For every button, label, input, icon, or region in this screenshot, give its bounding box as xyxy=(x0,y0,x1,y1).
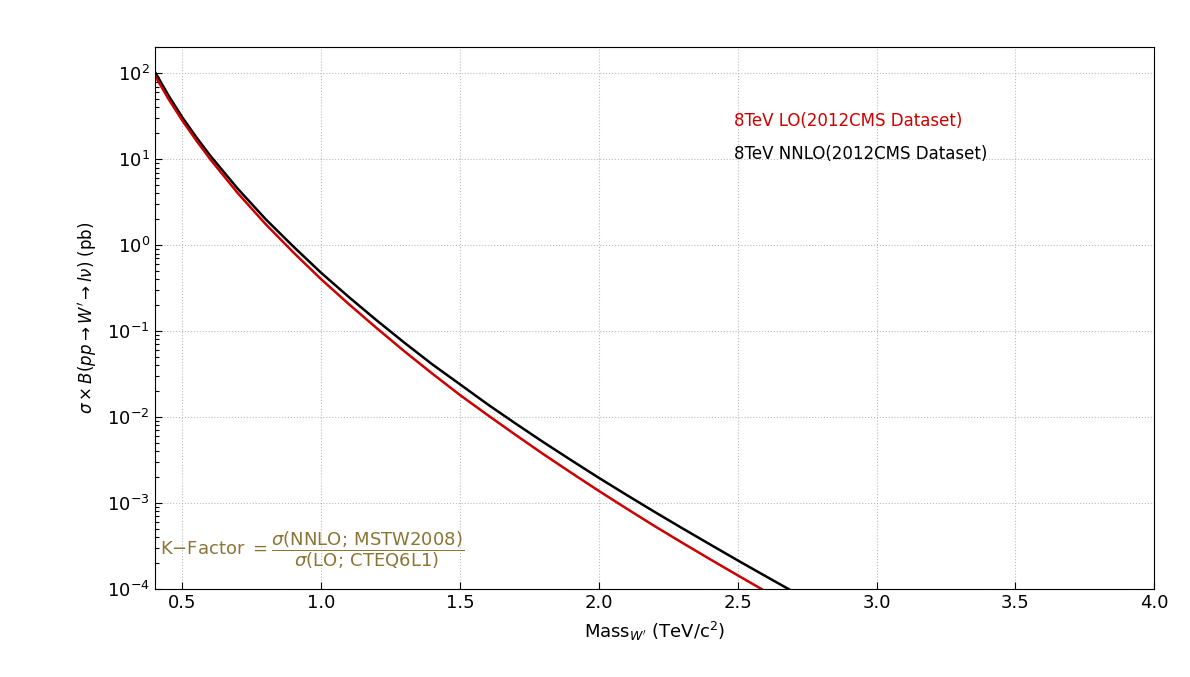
8TeV LO(2012CMS Dataset) xyxy=(508,431,522,439)
8TeV NNLO(2012CMS Dataset) xyxy=(314,269,328,277)
Line: 8TeV LO(2012CMS Dataset): 8TeV LO(2012CMS Dataset) xyxy=(155,75,1154,677)
8TeV LO(2012CMS Dataset) xyxy=(425,370,439,378)
8TeV NNLO(2012CMS Dataset) xyxy=(342,293,356,301)
8TeV NNLO(2012CMS Dataset) xyxy=(203,152,218,160)
8TeV NNLO(2012CMS Dataset) xyxy=(591,474,606,482)
8TeV LO(2012CMS Dataset) xyxy=(203,155,218,163)
Y-axis label: $\sigma \times B(pp \rightarrow W^{\prime} \rightarrow l\nu)$ (pb): $\sigma \times B(pp \rightarrow W^{\prim… xyxy=(76,222,99,414)
8TeV NNLO(2012CMS Dataset) xyxy=(175,114,189,122)
8TeV NNLO(2012CMS Dataset) xyxy=(231,185,245,193)
8TeV NNLO(2012CMS Dataset) xyxy=(925,662,939,670)
8TeV NNLO(2012CMS Dataset) xyxy=(537,438,551,446)
8TeV NNLO(2012CMS Dataset) xyxy=(370,316,384,324)
8TeV NNLO(2012CMS Dataset) xyxy=(287,242,301,250)
8TeV LO(2012CMS Dataset) xyxy=(287,248,301,257)
8TeV NNLO(2012CMS Dataset) xyxy=(870,633,884,641)
Text: 8TeV LO(2012CMS Dataset): 8TeV LO(2012CMS Dataset) xyxy=(734,112,963,131)
8TeV NNLO(2012CMS Dataset) xyxy=(481,401,495,409)
8TeV LO(2012CMS Dataset) xyxy=(231,190,245,198)
8TeV LO(2012CMS Dataset) xyxy=(703,555,718,563)
8TeV NNLO(2012CMS Dataset) xyxy=(675,524,689,532)
8TeV LO(2012CMS Dataset) xyxy=(258,220,273,228)
8TeV NNLO(2012CMS Dataset) xyxy=(425,360,439,368)
8TeV LO(2012CMS Dataset) xyxy=(370,324,384,332)
8TeV LO(2012CMS Dataset) xyxy=(189,137,203,145)
8TeV LO(2012CMS Dataset) xyxy=(314,276,328,284)
8TeV LO(2012CMS Dataset) xyxy=(397,347,412,355)
8TeV LO(2012CMS Dataset) xyxy=(162,95,176,103)
8TeV LO(2012CMS Dataset) xyxy=(591,487,606,495)
8TeV NNLO(2012CMS Dataset) xyxy=(758,572,772,580)
8TeV NNLO(2012CMS Dataset) xyxy=(453,380,468,389)
8TeV NNLO(2012CMS Dataset) xyxy=(162,91,176,100)
8TeV LO(2012CMS Dataset) xyxy=(564,468,578,477)
8TeV LO(2012CMS Dataset) xyxy=(620,504,634,512)
8TeV LO(2012CMS Dataset) xyxy=(675,539,689,547)
8TeV NNLO(2012CMS Dataset) xyxy=(620,491,634,499)
8TeV LO(2012CMS Dataset) xyxy=(870,649,884,657)
8TeV NNLO(2012CMS Dataset) xyxy=(703,540,718,548)
8TeV NNLO(2012CMS Dataset) xyxy=(731,556,745,565)
8TeV LO(2012CMS Dataset) xyxy=(647,522,662,530)
8TeV LO(2012CMS Dataset) xyxy=(175,116,189,125)
8TeV LO(2012CMS Dataset) xyxy=(537,450,551,458)
8TeV NNLO(2012CMS Dataset) xyxy=(258,215,273,223)
Text: K$-$Factor $= \dfrac{\sigma(\mathrm{NNLO;\,MSTW2008})}{\sigma(\mathrm{LO;\,CTEQ6: K$-$Factor $= \dfrac{\sigma(\mathrm{NNLO… xyxy=(161,529,464,571)
8TeV LO(2012CMS Dataset) xyxy=(481,411,495,419)
8TeV NNLO(2012CMS Dataset) xyxy=(148,68,162,76)
8TeV NNLO(2012CMS Dataset) xyxy=(508,420,522,428)
8TeV LO(2012CMS Dataset) xyxy=(897,664,912,672)
8TeV LO(2012CMS Dataset) xyxy=(342,301,356,309)
8TeV NNLO(2012CMS Dataset) xyxy=(897,648,912,656)
8TeV LO(2012CMS Dataset) xyxy=(787,603,801,611)
8TeV LO(2012CMS Dataset) xyxy=(841,634,856,642)
8TeV NNLO(2012CMS Dataset) xyxy=(787,588,801,596)
8TeV NNLO(2012CMS Dataset) xyxy=(189,133,203,141)
8TeV NNLO(2012CMS Dataset) xyxy=(841,618,856,626)
8TeV NNLO(2012CMS Dataset) xyxy=(647,508,662,516)
8TeV LO(2012CMS Dataset) xyxy=(731,571,745,580)
8TeV LO(2012CMS Dataset) xyxy=(814,619,828,627)
8TeV LO(2012CMS Dataset) xyxy=(758,588,772,596)
8TeV LO(2012CMS Dataset) xyxy=(453,391,468,399)
8TeV LO(2012CMS Dataset) xyxy=(148,71,162,79)
8TeV NNLO(2012CMS Dataset) xyxy=(814,603,828,611)
8TeV NNLO(2012CMS Dataset) xyxy=(564,456,578,464)
Text: 8TeV NNLO(2012CMS Dataset): 8TeV NNLO(2012CMS Dataset) xyxy=(734,145,988,163)
8TeV NNLO(2012CMS Dataset) xyxy=(397,338,412,347)
Line: 8TeV NNLO(2012CMS Dataset): 8TeV NNLO(2012CMS Dataset) xyxy=(155,72,1154,677)
X-axis label: Mass$_{W^{\prime}}$ (TeV/c$^{2}$): Mass$_{W^{\prime}}$ (TeV/c$^{2}$) xyxy=(584,620,725,643)
